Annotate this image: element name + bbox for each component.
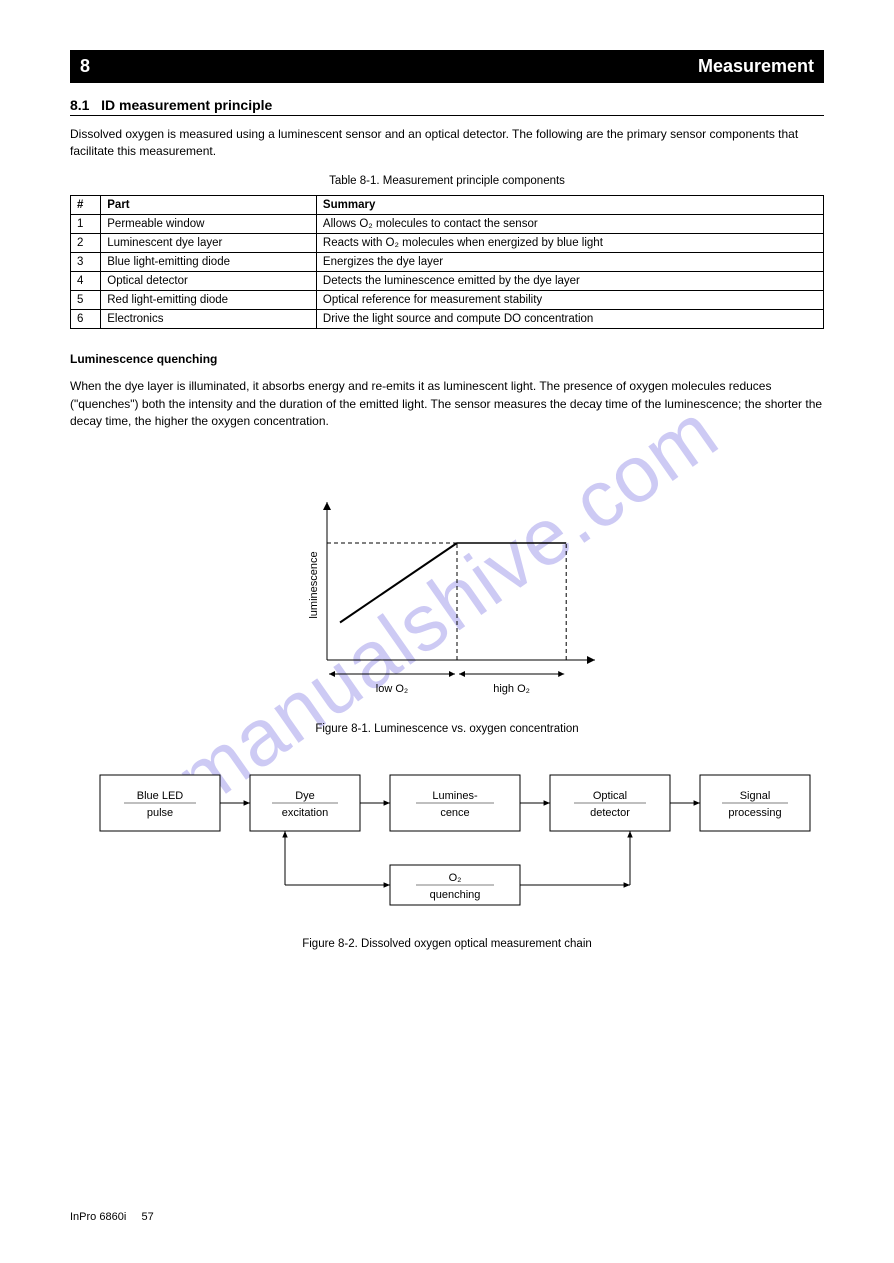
svg-text:luminescence: luminescence — [308, 552, 320, 619]
svg-text:Signal: Signal — [740, 790, 771, 802]
footer-doc: InPro 6860i — [70, 1211, 126, 1223]
page-footer: InPro 6860i 57 — [70, 1211, 154, 1223]
footer-page: 57 — [142, 1211, 154, 1223]
section-heading: ID measurement principle — [101, 97, 272, 113]
svg-text:Blue LED: Blue LED — [137, 790, 184, 802]
cell: 1 — [71, 214, 101, 233]
table-row: 2 Luminescent dye layer Reacts with O₂ m… — [71, 233, 824, 252]
flowchart-caption: Figure 8-2. Dissolved oxygen optical mea… — [70, 938, 824, 950]
svg-text:processing: processing — [728, 807, 781, 819]
svg-text:O₂: O₂ — [449, 872, 462, 884]
svg-text:Lumines-: Lumines- — [432, 790, 478, 802]
svg-text:pulse: pulse — [147, 807, 173, 819]
chart-svg: low O₂ high O₂ luminescence — [267, 480, 627, 710]
svg-text:low O₂: low O₂ — [376, 683, 408, 695]
cell: Reacts with O₂ molecules when energized … — [316, 233, 823, 252]
page-container: 8 Measurement 8.1 ID measurement princip… — [0, 0, 894, 990]
svg-text:high O₂: high O₂ — [493, 683, 530, 695]
cell: Optical reference for measurement stabil… — [316, 290, 823, 309]
cell: Red light-emitting diode — [101, 290, 317, 309]
section-title: 8.1 ID measurement principle — [70, 97, 824, 116]
table-row: 6 Electronics Drive the light source and… — [71, 309, 824, 328]
svg-text:detector: detector — [590, 807, 630, 819]
table-row: 3 Blue light-emitting diode Energizes th… — [71, 252, 824, 271]
cell: 5 — [71, 290, 101, 309]
cell: Energizes the dye layer — [316, 252, 823, 271]
table-row: 4 Optical detector Detects the luminesce… — [71, 271, 824, 290]
th-summary: Summary — [316, 195, 823, 214]
chapter-header: 8 Measurement — [70, 50, 824, 83]
svg-text:cence: cence — [440, 807, 469, 819]
chart-caption: Figure 8-1. Luminescence vs. oxygen conc… — [70, 723, 824, 735]
flowchart: Blue LED pulse Dye excitation Lumines-cence O… — [70, 765, 824, 950]
section-number: 8.1 — [70, 97, 89, 113]
quenching-title: Luminescence quenching — [70, 351, 824, 368]
svg-text:quenching: quenching — [430, 889, 481, 901]
cell: 6 — [71, 309, 101, 328]
cell: 4 — [71, 271, 101, 290]
svg-text:excitation: excitation — [282, 807, 328, 819]
cell: Luminescent dye layer — [101, 233, 317, 252]
intro-paragraph: Dissolved oxygen is measured using a lum… — [70, 126, 824, 161]
cell: 3 — [71, 252, 101, 271]
cell: Optical detector — [101, 271, 317, 290]
chapter-title: Measurement — [698, 56, 814, 77]
th-part: Part — [101, 195, 317, 214]
luminescence-chart: low O₂ high O₂ luminescence Figure 8-1. Lu… — [70, 480, 824, 735]
table-header-row: # Part Summary — [71, 195, 824, 214]
table-row: 5 Red light-emitting diode Optical refer… — [71, 290, 824, 309]
svg-text:Dye: Dye — [295, 790, 315, 802]
svg-text:Optical: Optical — [593, 790, 627, 802]
flowchart-svg: Blue LED pulse Dye excitation Lumines-cence O… — [70, 765, 830, 925]
cell: Electronics — [101, 309, 317, 328]
cell: Allows O₂ molecules to contact the senso… — [316, 214, 823, 233]
table-caption: Table 8-1. Measurement principle compone… — [70, 175, 824, 187]
cell: Detects the luminescence emitted by the … — [316, 271, 823, 290]
cell: Drive the light source and compute DO co… — [316, 309, 823, 328]
quenching-text: When the dye layer is illuminated, it ab… — [70, 378, 824, 430]
th-number: # — [71, 195, 101, 214]
cell: Blue light-emitting diode — [101, 252, 317, 271]
components-table: # Part Summary 1 Permeable window Allows… — [70, 195, 824, 329]
cell: Permeable window — [101, 214, 317, 233]
quenching-heading: Luminescence quenching — [70, 352, 217, 366]
table-row: 1 Permeable window Allows O₂ molecules t… — [71, 214, 824, 233]
chapter-number: 8 — [80, 56, 90, 77]
cell: 2 — [71, 233, 101, 252]
